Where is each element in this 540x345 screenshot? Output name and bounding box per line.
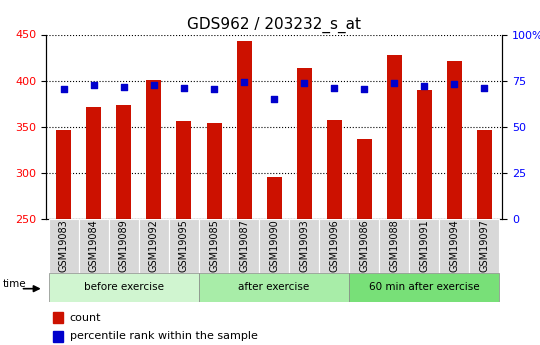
Bar: [289, 219, 319, 273]
Bar: [469, 219, 499, 273]
Bar: [199, 219, 229, 273]
Text: GSM19085: GSM19085: [209, 219, 219, 272]
Point: [270, 96, 279, 102]
Bar: [49, 273, 199, 302]
Bar: [53, 312, 63, 323]
Text: GSM19087: GSM19087: [239, 219, 249, 272]
Text: GSM19091: GSM19091: [419, 219, 429, 272]
Bar: [447, 61, 462, 219]
Text: GSM19086: GSM19086: [359, 219, 369, 272]
Bar: [206, 123, 221, 219]
Bar: [417, 90, 431, 219]
Bar: [49, 219, 79, 273]
Text: GSM19095: GSM19095: [179, 219, 189, 272]
Text: GSM19089: GSM19089: [119, 219, 129, 272]
Bar: [79, 219, 109, 273]
Point: [360, 86, 368, 92]
Title: GDS962 / 203232_s_at: GDS962 / 203232_s_at: [187, 17, 361, 33]
Bar: [146, 80, 161, 219]
Bar: [86, 107, 102, 219]
Bar: [267, 177, 281, 219]
Text: GSM19096: GSM19096: [329, 219, 339, 272]
Bar: [109, 219, 139, 273]
Bar: [259, 219, 289, 273]
Point: [330, 85, 339, 91]
Point: [240, 79, 248, 84]
Point: [90, 82, 98, 88]
Bar: [409, 219, 439, 273]
Point: [150, 82, 158, 88]
Text: GSM19093: GSM19093: [299, 219, 309, 272]
Text: GSM19094: GSM19094: [449, 219, 459, 272]
Text: count: count: [70, 313, 101, 323]
Point: [59, 86, 68, 92]
Text: after exercise: after exercise: [239, 282, 309, 292]
Text: GSM19090: GSM19090: [269, 219, 279, 272]
Bar: [356, 139, 372, 219]
Bar: [327, 120, 342, 219]
Bar: [387, 55, 402, 219]
Bar: [199, 273, 349, 302]
Point: [480, 85, 489, 91]
Bar: [56, 130, 71, 219]
Bar: [379, 219, 409, 273]
Bar: [229, 219, 259, 273]
Bar: [53, 331, 63, 342]
Point: [210, 86, 218, 92]
Bar: [477, 130, 492, 219]
Text: GSM19092: GSM19092: [149, 219, 159, 272]
Bar: [139, 219, 169, 273]
Text: GSM19084: GSM19084: [89, 219, 99, 272]
Text: before exercise: before exercise: [84, 282, 164, 292]
Point: [300, 81, 308, 86]
Bar: [319, 219, 349, 273]
Point: [120, 84, 129, 90]
Text: GSM19083: GSM19083: [59, 219, 69, 272]
Bar: [117, 105, 131, 219]
Point: [450, 81, 458, 87]
Text: 60 min after exercise: 60 min after exercise: [369, 282, 480, 292]
Bar: [169, 219, 199, 273]
Text: time: time: [2, 279, 26, 289]
Text: percentile rank within the sample: percentile rank within the sample: [70, 331, 258, 341]
Bar: [349, 219, 379, 273]
Bar: [177, 121, 192, 219]
Bar: [439, 219, 469, 273]
Text: GSM19088: GSM19088: [389, 219, 399, 272]
Text: GSM19097: GSM19097: [479, 219, 489, 272]
Point: [390, 81, 399, 86]
Bar: [349, 273, 499, 302]
Point: [420, 83, 428, 89]
Bar: [296, 68, 312, 219]
Bar: [237, 41, 252, 219]
Point: [180, 85, 188, 91]
